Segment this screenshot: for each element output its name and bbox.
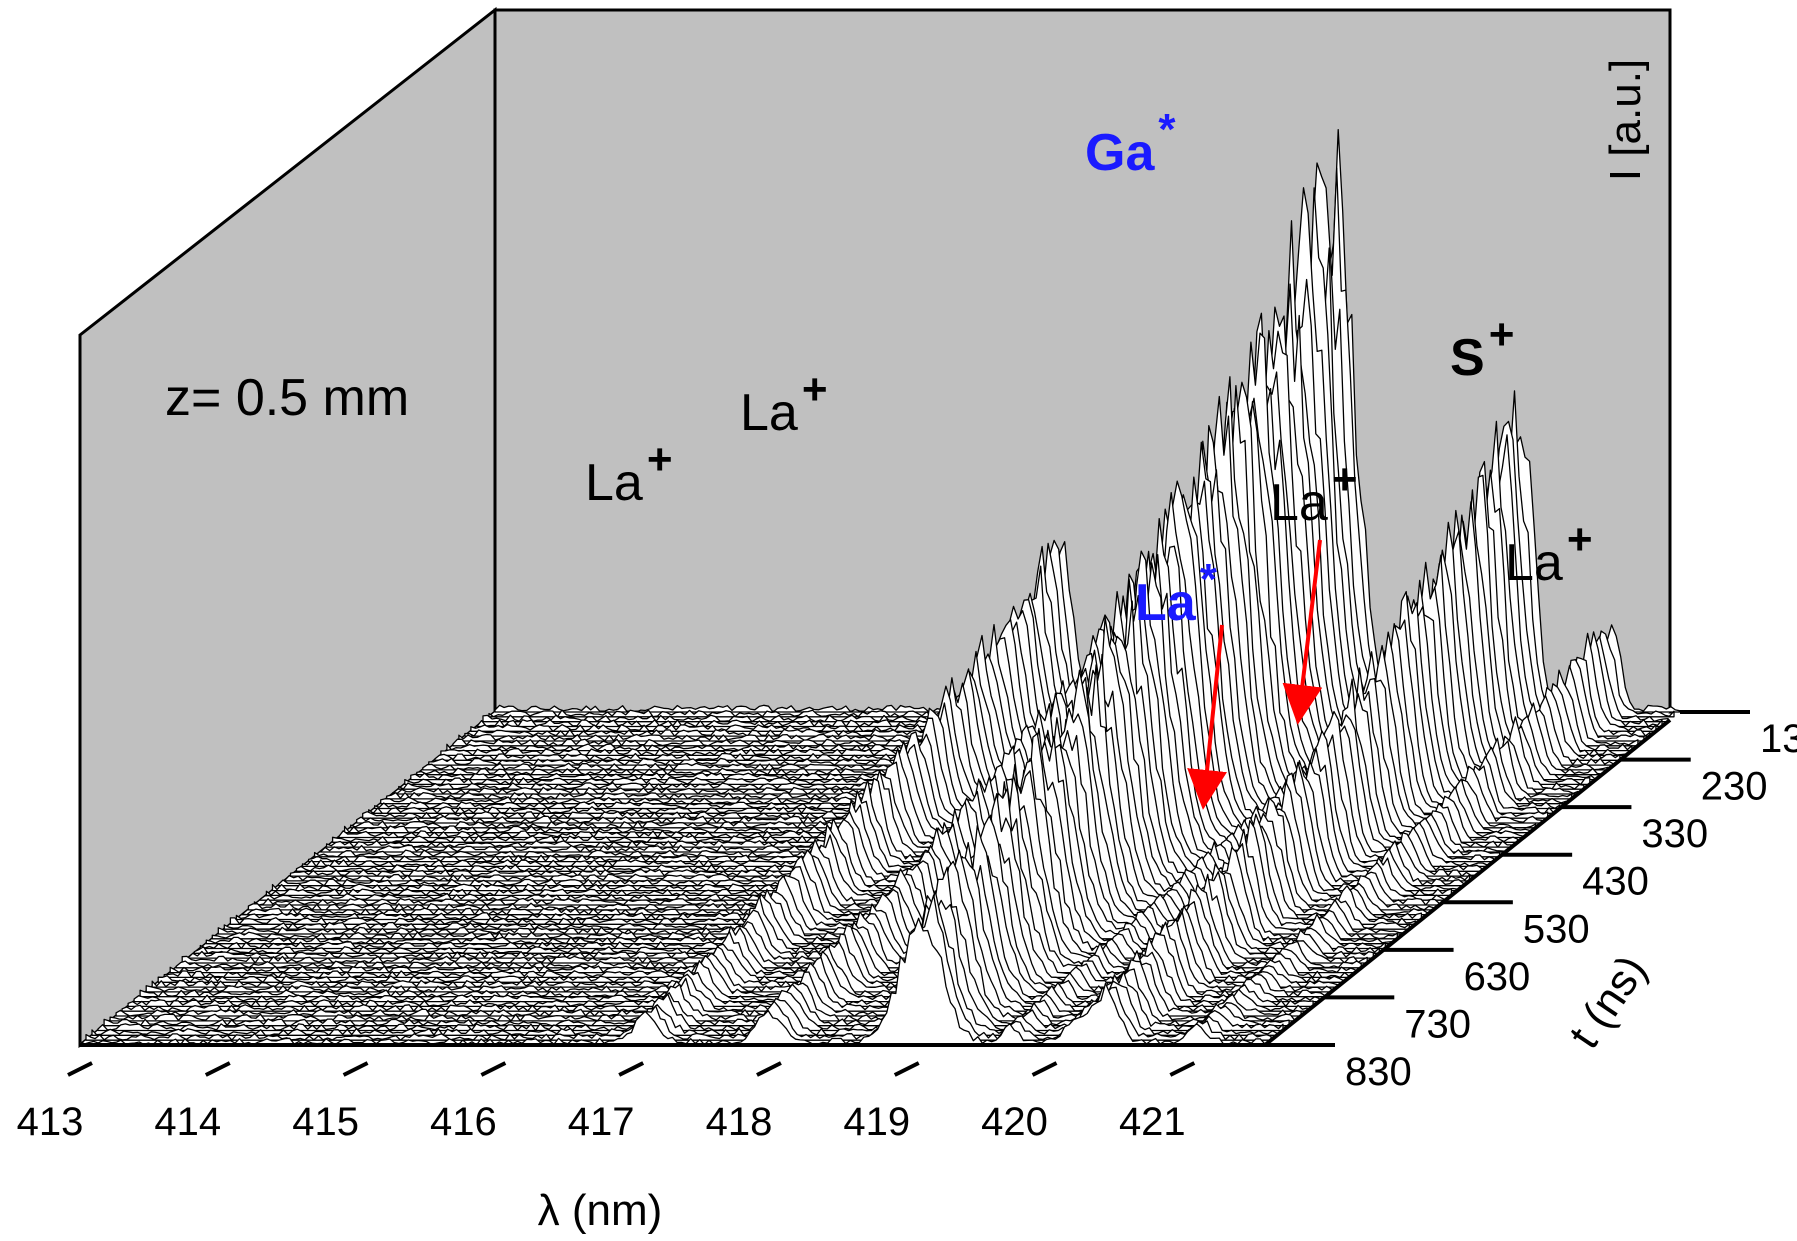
lambda-tick-label: 415 [292,1100,359,1144]
t-tick-label: 630 [1464,955,1531,999]
spectrum-trace [85,894,1272,1041]
lambda-tick-label: 413 [17,1100,84,1144]
t-tick-label: 830 [1345,1050,1412,1094]
lambda-tick-label: 421 [1119,1100,1186,1144]
lambda-tick-mark [342,1061,369,1077]
lambda-tick-label: 419 [843,1100,910,1144]
lambda-tick-label: 420 [981,1100,1048,1144]
t-axis-title: t (ns) [1560,947,1657,1057]
lambda-axis-title: λ (nm) [538,1186,663,1235]
lambda-tick-mark [1169,1061,1196,1077]
lambda-tick-mark [67,1061,93,1077]
t-axis-line [1263,718,1672,1047]
t-tick-label: 730 [1404,1002,1471,1046]
lambda-tick-label: 417 [568,1100,635,1144]
t-tick-label: 530 [1523,907,1590,951]
annotation-arrow [1282,539,1323,725]
annotation-arrow [1187,624,1227,810]
z-position-annotation: z= 0.5 mm [165,369,409,427]
lambda-tick-mark [756,1061,782,1077]
lambda-tick-mark [204,1061,231,1077]
lambda-tick-label: 414 [154,1100,221,1144]
t-tick-label: 230 [1701,765,1768,809]
lambda-tick-mark [480,1061,507,1077]
lambda-tick-mark [893,1061,920,1077]
t-tick-label: 430 [1582,860,1649,904]
t-tick-label: 130 [1760,717,1797,761]
t-tick-label: 330 [1641,812,1708,856]
spectrum-trace [97,895,1284,1032]
lambda-tick-label: 416 [430,1100,497,1144]
lambda-tick-mark [1031,1061,1058,1077]
spectra-traces [79,129,1681,1046]
intensity-axis-title: I [a.u.] [1601,59,1650,181]
lambda-tick-mark [618,1061,645,1077]
spectrum-trace [79,917,1266,1046]
lambda-axis-ticks: 413 414 415 416 417 418 419 420 421 [17,1061,1196,1144]
annotation-arrows [1187,539,1323,810]
lambda-tick-label: 418 [706,1100,773,1144]
